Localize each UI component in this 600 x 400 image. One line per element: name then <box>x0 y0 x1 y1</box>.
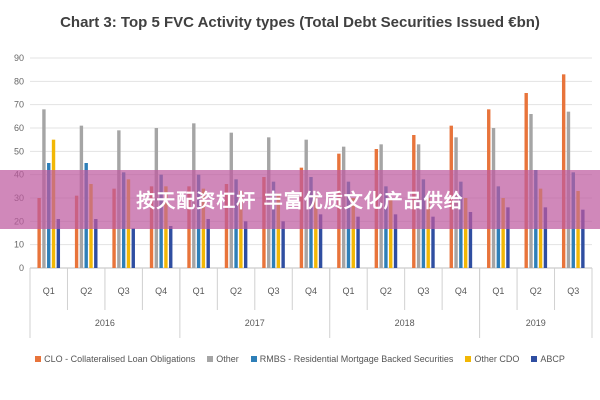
x-tick-label: Q2 <box>80 286 92 296</box>
bar <box>501 198 505 268</box>
x-tick-label: Q1 <box>342 286 354 296</box>
bar <box>463 198 468 268</box>
legend-swatch <box>250 356 257 362</box>
bar <box>576 191 580 268</box>
x-tick-label: Q2 <box>230 286 242 296</box>
bar <box>393 214 398 268</box>
y-tick-label: 80 <box>14 76 24 86</box>
x-tick-label: Q2 <box>380 286 392 296</box>
legend-label: CLO - Collateralised Loan Obligations <box>44 354 196 364</box>
x-tick-label: Q3 <box>118 286 130 296</box>
bar <box>37 198 41 268</box>
x-tick-label: Q3 <box>268 286 280 296</box>
y-tick-label: 70 <box>14 100 24 110</box>
y-tick-label: 50 <box>14 146 24 156</box>
legend-swatch <box>531 356 538 362</box>
chart-title: Chart 3: Top 5 FVC Activity types (Total… <box>60 14 540 31</box>
bar <box>243 221 248 268</box>
x-tick-label: Q1 <box>492 286 504 296</box>
bar <box>356 216 360 268</box>
x-tick-label: Q2 <box>530 286 542 296</box>
bar <box>431 216 435 268</box>
legend-item: Other CDO <box>465 354 519 364</box>
bar <box>314 195 318 268</box>
bar <box>318 214 323 268</box>
bar <box>543 207 548 268</box>
chart-legend: CLO - Collateralised Loan Obligations Oth… <box>0 354 600 364</box>
legend-item: Other <box>207 354 239 364</box>
legend-swatch <box>465 356 472 362</box>
banner-text: 按天配资杠杆 丰富优质文化产品供给 <box>136 190 464 212</box>
bar <box>74 195 79 268</box>
legend-label: Other CDO <box>474 354 520 364</box>
legend-swatch <box>207 356 214 362</box>
bar <box>506 207 510 268</box>
legend-label: RMBS - Residential Mortgage Backed Secur… <box>259 354 454 364</box>
x-tick-label: Q3 <box>567 286 579 296</box>
legend-item: ABCP <box>531 354 565 364</box>
legend-label: Other <box>216 354 239 364</box>
bar <box>468 212 473 268</box>
x-tick-label: Q4 <box>305 286 317 296</box>
legend-label: ABCP <box>540 354 565 364</box>
x-tick-label: Q4 <box>455 286 467 296</box>
x-tick-label: Q4 <box>155 286 167 296</box>
year-label: 2017 <box>245 318 265 328</box>
year-label: 2019 <box>526 318 546 328</box>
bar <box>131 228 135 268</box>
year-label: 2016 <box>95 318 115 328</box>
legend-item: CLO - Collateralised Loan Obligations <box>35 354 195 364</box>
bar <box>239 191 243 268</box>
bar <box>276 193 281 268</box>
legend-item: RMBS - Residential Mortgage Backed Secur… <box>250 354 454 364</box>
x-tick-label: Q1 <box>43 286 55 296</box>
legend-swatch <box>35 356 42 362</box>
bar <box>169 226 173 268</box>
x-tick-label: Q1 <box>193 286 205 296</box>
bar <box>426 198 430 268</box>
bar <box>389 198 393 268</box>
bar <box>56 219 61 268</box>
bar <box>94 219 98 268</box>
y-tick-label: 90 <box>14 53 24 63</box>
overlay-banner: 按天配资杠杆 丰富优质文化产品供给 <box>0 170 600 229</box>
y-tick-label: 60 <box>14 123 24 133</box>
year-label: 2018 <box>395 318 415 328</box>
x-tick-label: Q3 <box>417 286 429 296</box>
y-tick-label: 0 <box>19 263 24 273</box>
y-tick-label: 10 <box>14 240 24 250</box>
bar <box>206 219 210 268</box>
bar <box>581 209 585 268</box>
bar <box>351 198 355 268</box>
bar <box>281 221 285 268</box>
